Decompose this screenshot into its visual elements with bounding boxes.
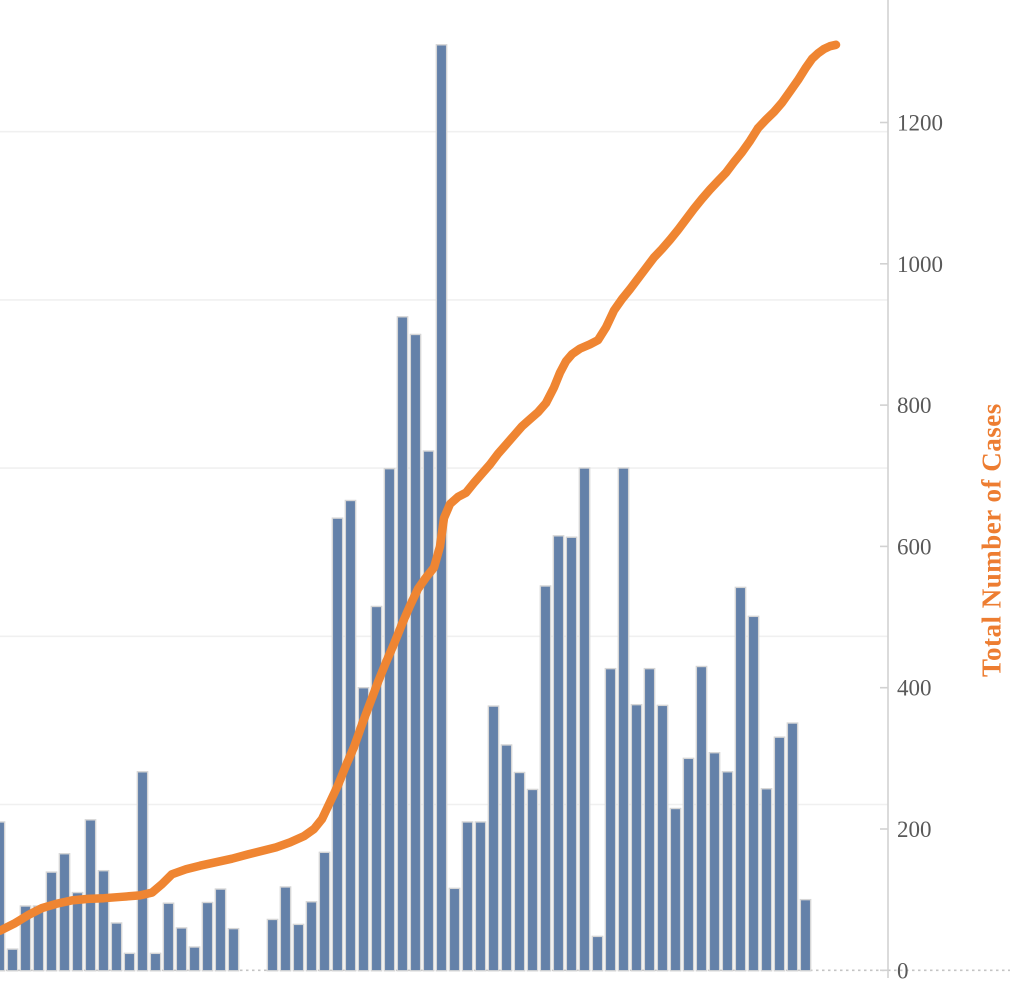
bar [669,807,682,972]
bar [695,665,708,972]
bar [71,891,84,972]
bar [474,821,487,972]
bar [214,888,227,972]
bar [201,901,214,972]
bar [500,744,513,972]
bar [734,586,747,972]
bar [526,788,539,972]
bar [591,935,604,972]
right-axis-title: Total Number of Cases [976,403,1007,677]
bar [773,736,786,972]
bar [0,821,6,972]
bar [331,517,344,972]
bar [708,751,721,972]
bar [136,771,149,972]
bar [448,887,461,972]
bar [279,886,292,972]
bar [396,316,409,972]
bar [370,605,383,972]
bar [617,467,630,972]
bar [747,615,760,972]
bar [110,922,123,972]
bar [175,927,188,972]
bar [149,952,162,972]
bar [422,450,435,972]
bar [786,722,799,972]
axis-tick-label: 600 [897,534,932,559]
axis-tick-label: 800 [897,393,932,418]
cumulative-line [0,40,841,935]
bar [318,851,331,972]
bar [266,918,279,972]
bar [188,946,201,972]
bar [578,467,591,972]
bar [123,952,136,972]
bar [721,771,734,972]
bar [799,898,812,972]
bar [760,788,773,972]
bar [487,705,500,972]
axis-tick-label: 200 [897,817,932,842]
axis-tick-label: 1000 [897,252,943,277]
bar [97,869,110,972]
bar [19,905,32,972]
bar [552,535,565,972]
bar [630,703,643,972]
bar [461,821,474,972]
bar [643,667,656,972]
bar [227,927,240,972]
bar [513,771,526,972]
axis-tick-label: 400 [897,676,932,701]
bar [409,333,422,972]
bar [305,901,318,972]
bar [682,757,695,972]
bar [292,923,305,972]
bar [45,871,58,972]
bar [604,667,617,972]
bar [6,948,19,972]
bar [539,585,552,972]
bar [383,467,396,972]
bar [58,853,71,972]
bar [162,902,175,972]
bar [565,536,578,972]
bar [656,704,669,972]
axis-tick-label: 0 [897,958,909,983]
axis-tick-label: 1200 [897,111,943,136]
bar [357,687,370,972]
